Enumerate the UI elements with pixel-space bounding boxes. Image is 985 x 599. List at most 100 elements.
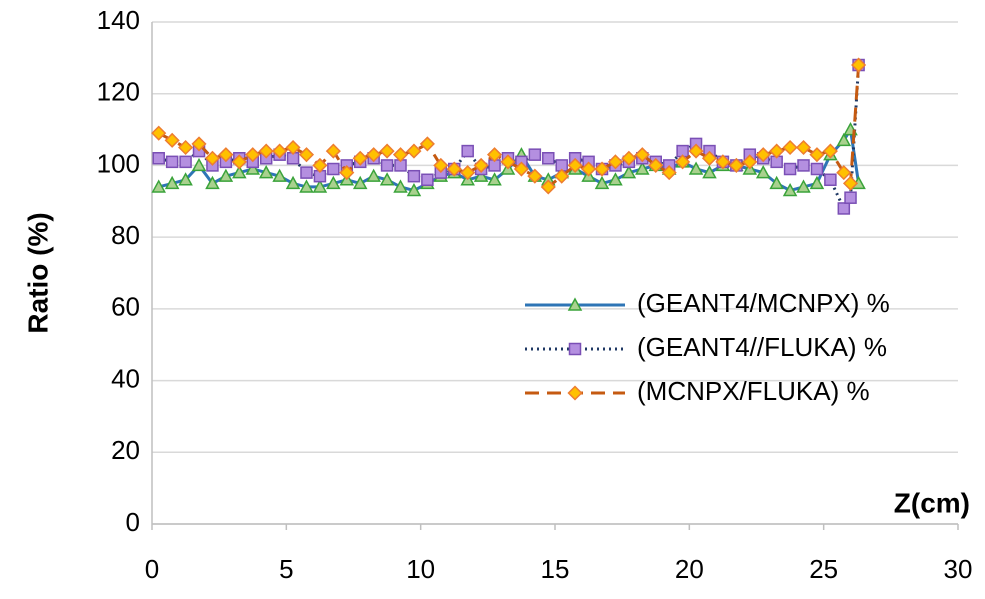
marker: [836, 165, 852, 181]
x-tick-label: 10: [406, 554, 435, 584]
marker: [728, 157, 744, 173]
legend-marker: [567, 297, 583, 311]
x-axis-title: Z(cm): [894, 487, 970, 518]
marker: [179, 155, 192, 169]
marker: [433, 157, 449, 173]
marker: [473, 168, 489, 182]
marker: [299, 179, 314, 193]
marker: [326, 175, 341, 190]
marker: [621, 165, 637, 179]
legend-label: (GEANT4//FLUKA) %: [637, 332, 887, 362]
marker: [702, 165, 717, 179]
marker: [407, 169, 421, 183]
marker: [245, 161, 261, 175]
y-tick-label: 100: [97, 148, 140, 178]
marker: [527, 168, 543, 184]
marker: [231, 154, 247, 170]
marker: [783, 162, 797, 176]
marker: [232, 165, 247, 179]
marker: [594, 175, 610, 190]
marker: [151, 125, 167, 141]
marker: [366, 168, 381, 182]
marker: [675, 154, 691, 170]
marker: [701, 150, 718, 166]
marker: [797, 159, 810, 172]
marker: [258, 143, 274, 159]
marker: [339, 165, 355, 181]
marker: [406, 182, 422, 197]
marker: [178, 172, 193, 186]
marker: [272, 168, 287, 182]
marker: [352, 175, 368, 190]
legend-label: (GEANT4/MCNPX) %: [637, 288, 890, 318]
marker: [473, 157, 489, 173]
marker: [795, 139, 812, 156]
marker: [460, 165, 476, 181]
marker: [500, 154, 516, 170]
marker: [379, 143, 395, 159]
y-tick-label: 120: [97, 77, 140, 107]
marker: [513, 161, 529, 177]
marker: [715, 154, 731, 170]
y-axis-title: Ratio (%): [22, 212, 53, 333]
marker: [298, 147, 315, 163]
marker: [782, 182, 798, 197]
marker: [312, 157, 328, 173]
marker: [191, 136, 207, 152]
marker: [406, 143, 422, 159]
marker: [608, 172, 623, 186]
marker: [755, 165, 771, 179]
marker: [419, 136, 435, 152]
marker: [769, 175, 784, 190]
marker: [836, 132, 852, 147]
x-tick-label: 15: [541, 554, 570, 584]
marker: [607, 154, 624, 170]
marker: [822, 143, 838, 159]
marker: [218, 168, 234, 182]
marker: [809, 175, 825, 190]
marker: [164, 175, 180, 190]
marker: [581, 161, 597, 177]
marker: [152, 152, 165, 165]
legend-marker: [567, 385, 583, 401]
marker: [688, 161, 704, 175]
marker: [661, 165, 677, 181]
marker: [809, 147, 825, 163]
marker: [844, 191, 857, 204]
marker: [325, 143, 341, 159]
marker: [285, 139, 301, 156]
marker: [392, 147, 409, 163]
marker: [567, 157, 583, 173]
y-tick-label: 40: [111, 363, 140, 393]
y-tick-label: 20: [111, 435, 140, 465]
x-tick-label: 30: [944, 554, 973, 584]
marker: [379, 172, 395, 186]
marker: [191, 157, 207, 172]
y-tick-label: 60: [111, 292, 140, 322]
series: [152, 58, 865, 215]
y-tick-label: 80: [111, 220, 140, 250]
marker: [782, 139, 798, 156]
legend-marker: [568, 342, 582, 356]
marker: [312, 179, 328, 193]
marker: [837, 202, 851, 215]
marker: [245, 147, 261, 163]
marker: [285, 175, 301, 190]
marker: [421, 173, 434, 187]
marker: [528, 148, 542, 161]
x-tick-label: 0: [145, 554, 159, 584]
marker: [851, 57, 867, 73]
marker: [486, 147, 503, 163]
marker: [218, 147, 234, 163]
marker: [300, 166, 313, 179]
marker: [810, 162, 824, 176]
y-tick-label: 140: [97, 5, 140, 35]
marker: [542, 152, 555, 165]
marker: [540, 179, 556, 195]
marker: [635, 161, 650, 175]
marker: [842, 175, 859, 191]
x-tick-label: 20: [675, 554, 704, 584]
y-tick-label: 0: [126, 507, 140, 537]
marker: [178, 139, 194, 156]
